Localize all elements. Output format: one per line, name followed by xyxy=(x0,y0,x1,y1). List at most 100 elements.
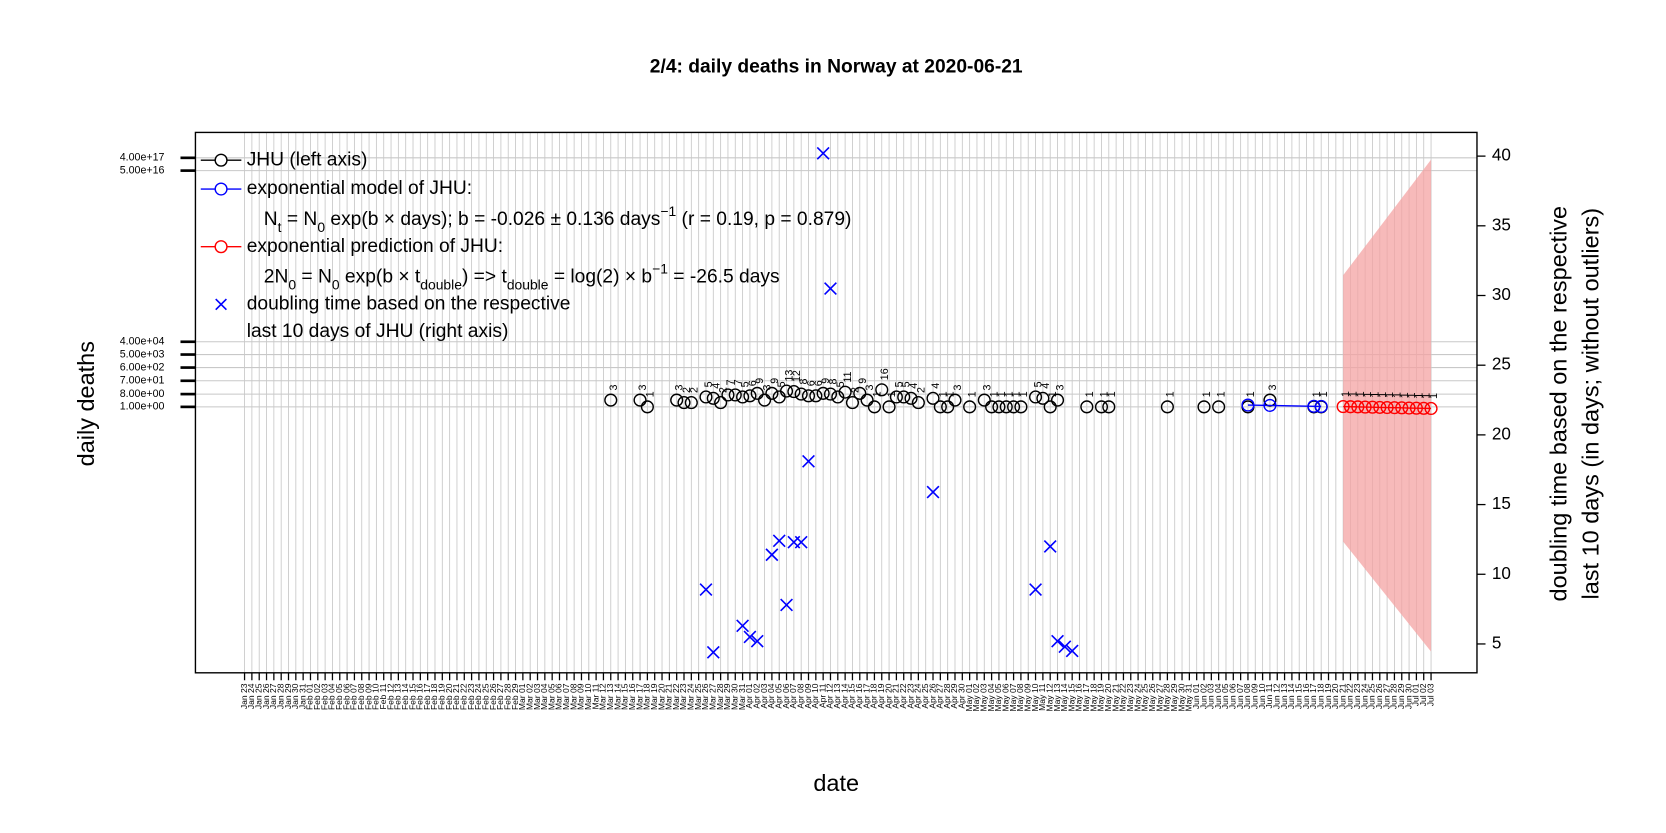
x-tick-label: Mar 18 xyxy=(642,683,652,710)
x-tick-label: Mar 11 xyxy=(590,683,600,709)
x-tick-label: May 24 xyxy=(1132,683,1142,711)
data-point xyxy=(823,387,838,401)
x-tick-label: Apr 13 xyxy=(832,683,842,708)
x-mark-stroke xyxy=(1043,539,1057,553)
data-label: 3 xyxy=(1055,385,1067,391)
x-tick-label: Feb 26 xyxy=(488,683,498,710)
legend-note-part: ) => t xyxy=(462,267,508,288)
data-label: 5 xyxy=(1033,381,1045,387)
data-label: 3 xyxy=(864,385,876,391)
data-label: 16 xyxy=(879,368,891,380)
data-point xyxy=(706,645,720,659)
legend-note-part: −1 xyxy=(660,203,676,219)
data-label: 6 xyxy=(813,380,825,386)
x-tick-label: May 26 xyxy=(1147,683,1157,711)
data-label: 2 xyxy=(681,387,693,393)
x-tick-label: May 22 xyxy=(1118,683,1128,711)
x-tick-label: Mar 20 xyxy=(656,683,666,710)
x-tick-label: Apr 21 xyxy=(891,683,901,708)
data-label: 1 xyxy=(1355,391,1367,397)
x-mark-stroke xyxy=(743,630,757,644)
data-point xyxy=(640,400,654,414)
data-point xyxy=(1043,539,1057,553)
data-label: 1 xyxy=(1406,392,1418,398)
data-point xyxy=(1065,644,1079,658)
x-tick-label: Apr 02 xyxy=(751,683,761,708)
x-tick-label: Jun 26 xyxy=(1374,683,1384,709)
x-tick-label: Apr 11 xyxy=(817,683,827,708)
data-point xyxy=(714,396,728,410)
x-tick-label: Mar 24 xyxy=(686,683,696,710)
x-tick-label: May 16 xyxy=(1074,683,1084,711)
x-tick-label: Jun 19 xyxy=(1323,683,1333,709)
x-tick-label: Jun 13 xyxy=(1279,683,1289,709)
data-point xyxy=(816,386,830,400)
x-mark-stroke xyxy=(750,634,764,648)
x-tick-label: Jan 30 xyxy=(290,683,300,709)
data-label: 11 xyxy=(842,371,854,382)
x-tick-label: Jun 28 xyxy=(1389,683,1399,709)
data-point xyxy=(1343,400,1358,414)
x-tick-label: Jun 06 xyxy=(1228,683,1238,709)
x-tick-label: Apr 24 xyxy=(913,683,923,708)
x-tick-label: Mar 13 xyxy=(605,683,615,710)
data-label: 1 xyxy=(1216,391,1228,397)
x-mark-stroke xyxy=(780,598,793,612)
data-label: 1 xyxy=(1384,392,1396,398)
data-point xyxy=(1307,399,1321,413)
data-point xyxy=(779,384,794,398)
y-axis-label: daily deaths xyxy=(73,341,99,466)
x-tick-label: Apr 29 xyxy=(949,683,959,708)
data-label: 1 xyxy=(1164,391,1176,397)
data-label: 1 xyxy=(1348,391,1360,397)
data-point xyxy=(699,583,713,597)
x-tick-label: Jun 10 xyxy=(1257,683,1267,709)
data-label: 1 xyxy=(945,391,957,397)
x-tick-label: May 21 xyxy=(1110,683,1120,711)
data-point xyxy=(765,548,779,562)
data-label: 1 xyxy=(1311,391,1323,397)
x-tick-label: Jun 12 xyxy=(1271,683,1281,709)
x-tick-label: Feb 12 xyxy=(385,683,395,710)
data-label: 1 xyxy=(1018,391,1030,397)
x-tick-label: May 07 xyxy=(1008,683,1018,711)
x-tick-label: Jan 28 xyxy=(275,683,285,709)
x-tick-label: Mar 27 xyxy=(708,683,718,710)
data-label: 7 xyxy=(732,379,744,385)
data-point xyxy=(897,390,911,404)
y-tick-label: 5.00e+16 xyxy=(120,164,165,176)
data-label: 9 xyxy=(754,378,766,384)
y2-tick-label: 10 xyxy=(1492,564,1511,583)
x-tick-label: Mar 31 xyxy=(737,683,747,710)
data-point xyxy=(736,390,750,404)
data-point xyxy=(1197,400,1211,414)
data-label: 6 xyxy=(747,380,759,386)
prediction-band xyxy=(1343,159,1432,652)
data-label: 4 xyxy=(710,383,722,389)
data-label: 5 xyxy=(893,381,905,387)
data-label: 1 xyxy=(1340,391,1352,397)
legend-label: exponential model of JHU: xyxy=(247,178,472,199)
data-point xyxy=(787,385,801,399)
legend-note-part: double xyxy=(507,276,549,292)
data-label: 1 xyxy=(1098,391,1110,397)
x-tick-label: Mar 08 xyxy=(568,683,578,710)
x-tick-label: Apr 16 xyxy=(854,683,864,708)
legend-label: doubling time based on the respective xyxy=(247,293,571,314)
legend-note-part: 0 xyxy=(332,276,340,292)
x-tick-label: Feb 10 xyxy=(371,683,381,710)
x-tick-label: Jan 27 xyxy=(268,683,278,709)
x-tick-label: Mar 16 xyxy=(627,683,637,710)
x-tick-label: Mar 25 xyxy=(693,683,703,710)
x-tick-label: Jun 15 xyxy=(1293,683,1303,709)
x-tick-label: May 23 xyxy=(1125,683,1135,711)
y-tick-label: 1.00e+00 xyxy=(120,401,165,413)
y2-axis-label: last 10 days (in days; without outliers) xyxy=(1578,208,1604,600)
data-point xyxy=(728,388,742,402)
data-label: 1 xyxy=(1377,392,1389,398)
x-tick-label: Mar 10 xyxy=(583,683,593,710)
x-tick-label: Feb 08 xyxy=(356,683,366,710)
x-tick-label: Apr 22 xyxy=(898,683,908,708)
x-tick-label: Jan 31 xyxy=(297,683,307,709)
